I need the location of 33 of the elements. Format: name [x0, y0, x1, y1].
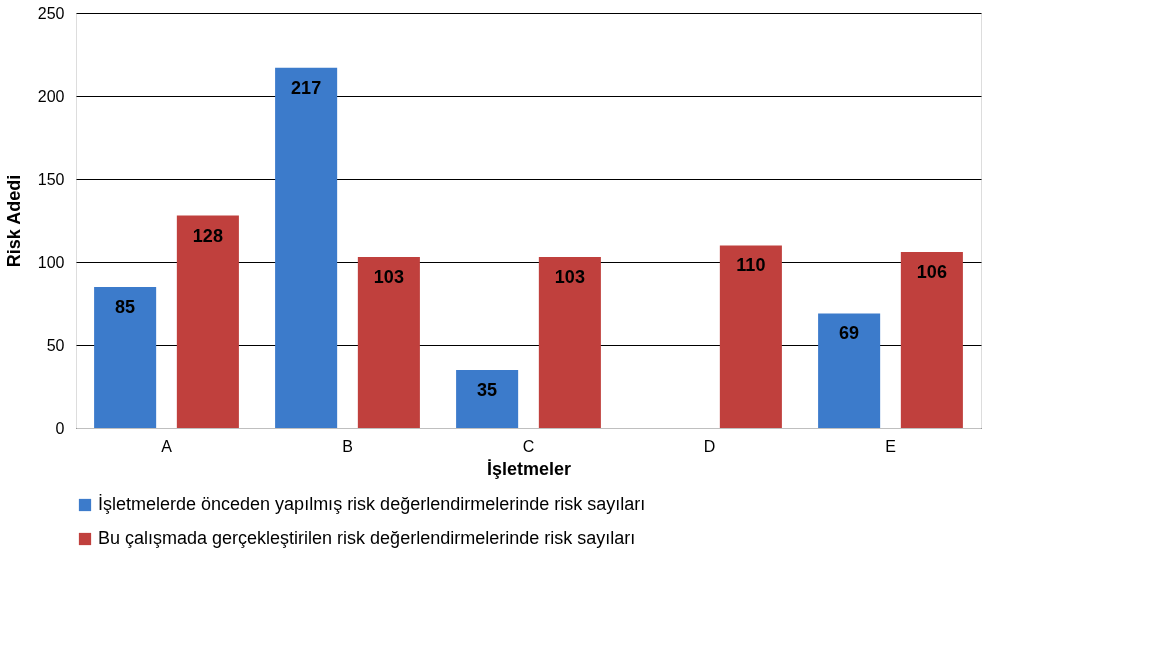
legend-label: Bu çalışmada gerçekleştirilen risk değerlendirmelerinde risk sayıları — [98, 528, 636, 548]
data-label: 69 — [839, 323, 860, 344]
x-tick-label: A — [161, 437, 173, 455]
y-tick-label: 150 — [37, 170, 65, 188]
bar — [456, 369, 519, 428]
bar — [176, 215, 239, 428]
x-tick-label: E — [885, 437, 896, 455]
data-label: 103 — [373, 267, 404, 288]
data-label: 85 — [115, 296, 136, 317]
x-axis-title: İşletmeler — [486, 458, 572, 479]
bar — [818, 313, 881, 428]
bar — [538, 257, 601, 428]
bar — [357, 257, 420, 428]
y-axis-title: Risk Adedi — [3, 174, 24, 268]
y-tick-label: 0 — [55, 419, 65, 437]
x-tick-label: D — [703, 437, 716, 455]
y-tick-label: 250 — [37, 4, 65, 22]
bar — [900, 252, 963, 428]
x-tick-label: B — [342, 437, 353, 455]
data-label: 110 — [736, 255, 766, 276]
data-label: 103 — [554, 267, 585, 288]
x-tick-label: C — [522, 437, 535, 455]
y-tick-label: 50 — [46, 336, 65, 354]
y-tick-label: 200 — [37, 87, 65, 105]
bar — [719, 245, 782, 428]
legend-label: İşletmelerde önceden yapılmış risk değerlendirmelerinde risk sayıları — [98, 494, 646, 514]
data-label: 128 — [192, 225, 223, 246]
y-tick-label: 100 — [37, 253, 65, 271]
bar — [275, 67, 338, 428]
bar — [94, 286, 157, 428]
data-label: 217 — [291, 77, 322, 98]
data-label: 106 — [916, 262, 947, 283]
data-label: 35 — [477, 379, 498, 400]
